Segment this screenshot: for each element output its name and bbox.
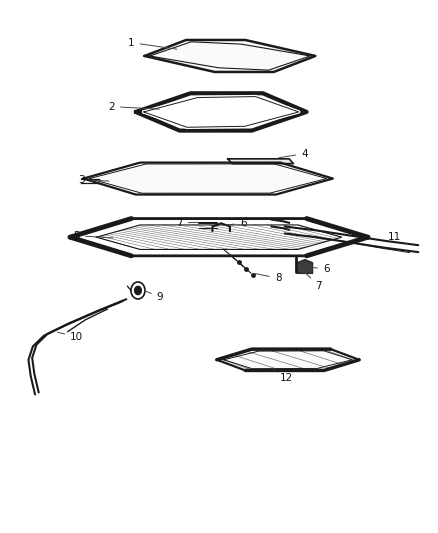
Text: 2: 2 [108,102,159,111]
Text: 5: 5 [73,231,113,240]
Text: 9: 9 [145,291,163,302]
Polygon shape [145,40,315,72]
Text: 4: 4 [279,149,308,158]
Text: 12: 12 [274,369,293,383]
Text: 7: 7 [176,218,199,228]
Polygon shape [83,163,333,195]
Text: 8: 8 [254,273,282,283]
Text: 1: 1 [128,38,177,49]
Text: 7: 7 [298,266,322,290]
Text: 11: 11 [388,232,407,244]
Polygon shape [217,349,359,370]
Circle shape [134,286,141,295]
Text: 10: 10 [57,332,83,342]
Text: 6: 6 [224,218,247,228]
Text: 6: 6 [307,264,330,273]
Text: 3: 3 [78,175,109,184]
Polygon shape [228,159,293,164]
